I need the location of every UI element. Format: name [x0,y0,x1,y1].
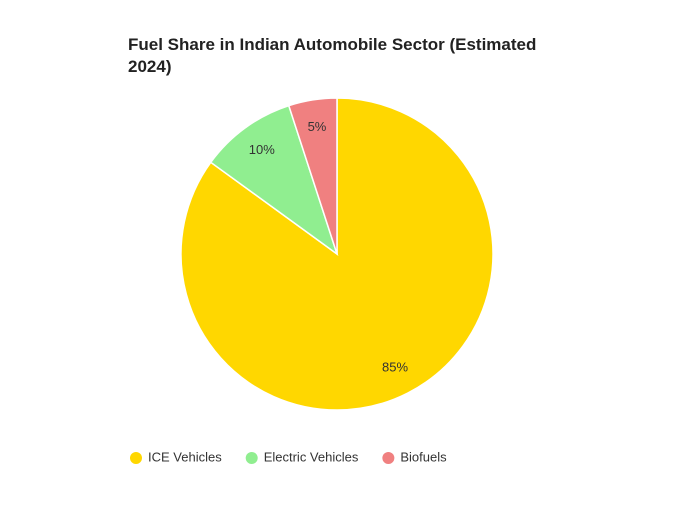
pie-slice [209,104,339,256]
data-label: 5% [308,119,327,134]
legend-marker [130,452,142,464]
legend-label: ICE Vehicles [148,449,222,464]
legend-label: Biofuels [400,449,447,464]
legend-marker [245,452,258,464]
legend-label: Electric Vehicles [264,449,359,464]
legend-marker [382,452,395,464]
pie-slice [287,97,338,255]
data-label: 10% [249,142,275,157]
chart-title: Fuel Share in Indian Automobile Sector (… [128,35,537,76]
data-label: 85% [382,359,408,374]
